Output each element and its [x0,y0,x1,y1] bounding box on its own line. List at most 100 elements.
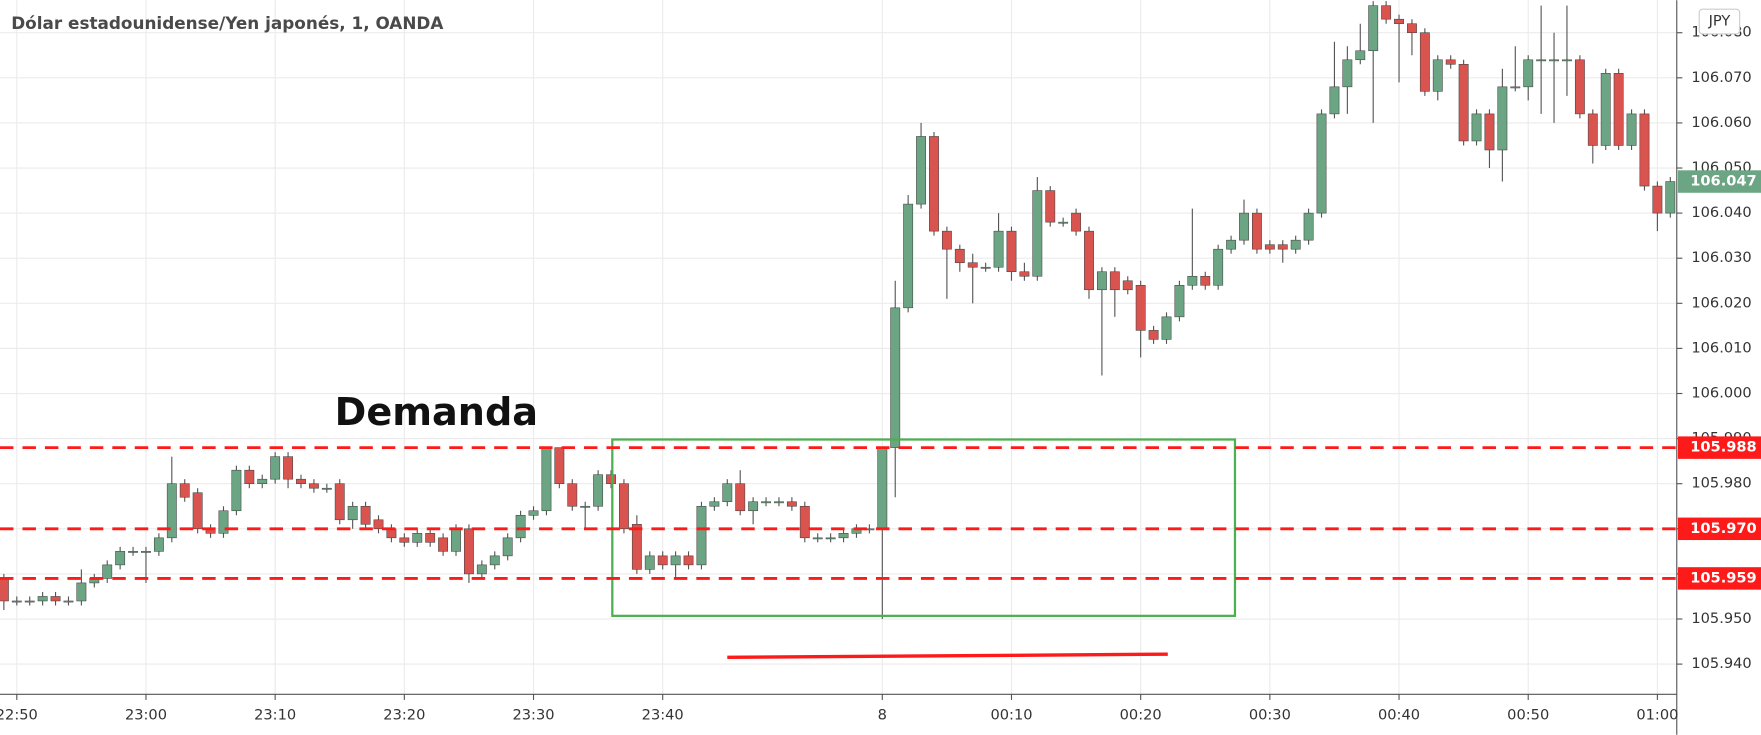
candle-body [502,537,513,557]
candle-body [722,483,733,503]
candle-body [347,505,358,521]
candle-body [954,248,965,264]
candle-body [696,505,707,566]
candle-body [141,551,151,553]
candle-body [1587,113,1598,146]
candle-body [1523,59,1534,88]
candle-body [1484,113,1495,151]
candle-body [799,505,810,539]
candle-body [1122,280,1133,291]
candle-body [567,483,578,507]
candle-body [76,582,87,602]
y-tick-label: 106.020 [1691,294,1751,311]
candle-body [1316,113,1327,214]
candle-body [1355,50,1366,61]
candle-body [231,469,242,512]
candle-body [360,505,371,525]
candle-body [903,203,914,309]
candle-body [941,230,952,250]
x-tick-label: 22:50 [0,707,38,724]
chart-title: Dólar estadounidense/Yen japonés, 1, OAN… [11,13,443,33]
trend-line [727,652,1168,660]
last-price-label: 106.047 [1690,173,1756,190]
candle-body [916,136,926,205]
candle-body [1019,271,1030,277]
candle-body [476,564,487,575]
candle-body [1510,86,1521,89]
candle-body [1458,64,1469,142]
candle-body [166,483,177,539]
candle-body [1290,239,1301,250]
candle-body [877,447,888,530]
candle-body [1613,73,1624,146]
y-tick-label: 105.980 [1691,475,1751,492]
candle-body [321,487,332,490]
candle-body [257,478,268,484]
level-price-box [1677,436,1761,459]
candle-body [657,555,668,566]
candle-body [541,447,552,512]
candle-body [1071,212,1082,232]
candle-body [593,474,604,507]
candle-body [399,537,410,543]
x-tick-label: 23:10 [254,707,296,724]
candle-body [128,551,138,553]
candle-body [1471,113,1482,142]
candle-body [1574,59,1585,115]
y-tick-label: 106.060 [1691,114,1751,131]
currency-label[interactable]: JPY [1708,13,1731,30]
x-tick-label: 23:40 [642,707,684,724]
candle-body [425,533,436,543]
candle-body [709,501,720,507]
candle-body [451,528,461,552]
candle-body [463,528,474,575]
candle-body [1200,275,1211,286]
candle-body [1187,275,1198,286]
currency-button[interactable] [1698,8,1741,35]
candle-body [631,524,642,570]
candle-body [115,551,126,566]
candle-body [1394,18,1404,24]
candle-body [192,492,203,530]
candle-body [24,600,35,603]
candle-body [644,555,655,570]
candle-body [1174,284,1185,318]
axes: 105.940105.950105.960105.970105.980105.9… [0,24,1761,724]
candle-body [670,555,681,566]
annotation: Demanda [335,391,538,435]
candle-body [580,505,591,508]
y-tick-label: 105.950 [1691,610,1751,627]
candle-body [1148,330,1159,340]
candle-body [1342,59,1353,88]
candle-body [1226,239,1237,250]
candle-body [929,136,939,232]
x-tick-label: 23:20 [383,707,425,724]
candle-body [1251,212,1262,250]
candle-body [1096,271,1107,291]
candle-body [1329,86,1340,115]
level-price-label: 105.970 [1690,520,1756,537]
candle-body [0,578,9,602]
candle-body [774,501,784,504]
x-tick-label: 23:30 [512,707,554,724]
candle-body [967,262,978,268]
candle-body [619,483,629,530]
candle-body [1536,59,1547,62]
candle-body [1407,23,1417,34]
x-tick-label: 00:10 [990,707,1032,724]
candle-body [179,483,190,498]
candle-body [296,478,306,484]
candle-body [1135,284,1146,331]
x-tick-label: 00:30 [1249,707,1291,724]
candle-body [1639,113,1650,187]
candle-body [980,266,991,269]
candle-body [244,469,255,484]
candle-body [528,510,539,516]
last-price-box [1677,170,1761,193]
candle-body [748,501,759,512]
candle-body [1109,271,1120,291]
candle-body [606,474,616,484]
candle-body [1665,181,1676,214]
candle-body [1549,59,1559,62]
